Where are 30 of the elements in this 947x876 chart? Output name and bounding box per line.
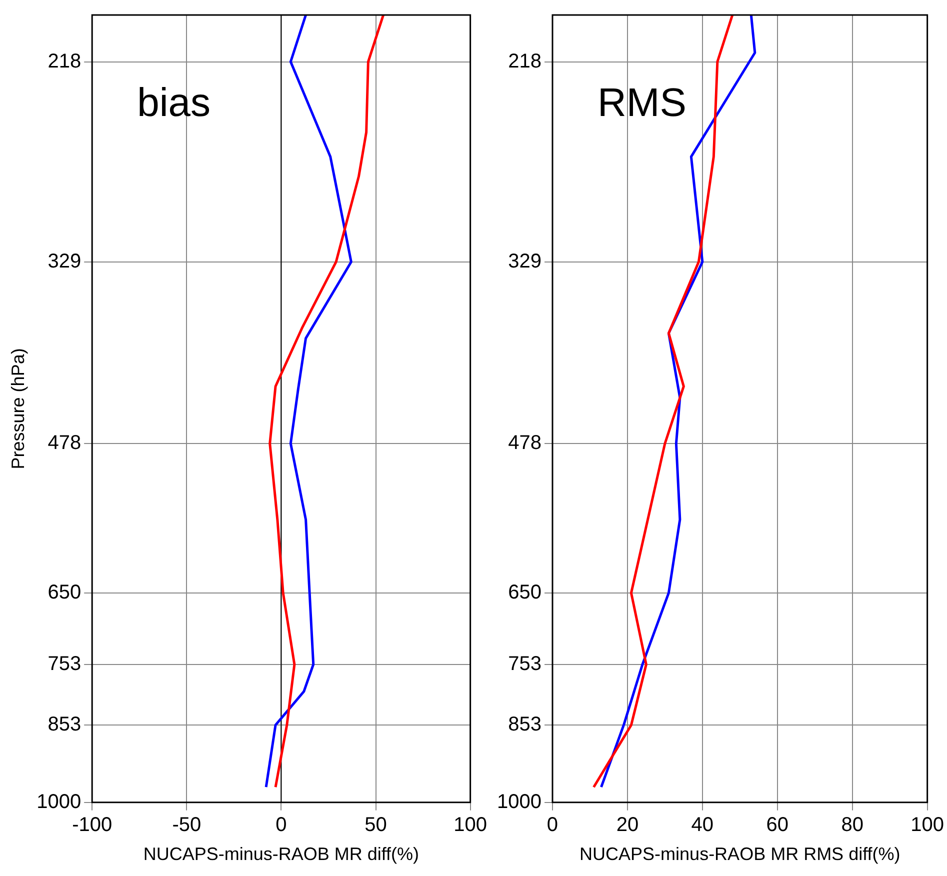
- x-tick-label: 40: [691, 814, 714, 836]
- y-tick-label: 478: [48, 432, 82, 454]
- y-tick-label: 650: [508, 581, 542, 604]
- x-tick-label: 0: [276, 814, 287, 836]
- y-tick-label: 753: [48, 652, 82, 675]
- y-tick-label: 478: [508, 432, 542, 454]
- annotation: bias: [137, 81, 210, 126]
- y-tick-label: 218: [508, 50, 542, 72]
- x-tick-label: -100: [72, 814, 112, 836]
- annotation: RMS: [597, 81, 686, 126]
- y-tick-label: 753: [508, 652, 542, 675]
- x-axis-title: NUCAPS-minus-RAOB MR diff(%): [143, 844, 420, 864]
- y-tick-label: 1000: [36, 790, 82, 813]
- y-tick-label: 329: [48, 250, 82, 272]
- x-tick-label: 100: [910, 814, 944, 836]
- x-tick-label: 100: [454, 814, 488, 836]
- y-axis-title: Pressure (hPa): [8, 348, 28, 470]
- x-tick-label: -50: [172, 814, 202, 836]
- y-tick-label: 853: [48, 714, 82, 736]
- y-tick-label: 218: [48, 50, 82, 72]
- x-tick-label: 20: [616, 814, 639, 836]
- x-tick-label: 50: [364, 814, 387, 836]
- x-tick-label: 60: [766, 814, 789, 836]
- y-tick-label: 329: [508, 250, 542, 272]
- y-tick-label: 853: [508, 714, 542, 736]
- y-tick-label: 1000: [496, 790, 542, 813]
- y-tick-label: 650: [48, 581, 82, 604]
- x-axis-title: NUCAPS-minus-RAOB MR RMS diff(%): [580, 844, 900, 864]
- x-tick-label: 80: [841, 814, 864, 836]
- x-tick-label: 0: [546, 814, 558, 836]
